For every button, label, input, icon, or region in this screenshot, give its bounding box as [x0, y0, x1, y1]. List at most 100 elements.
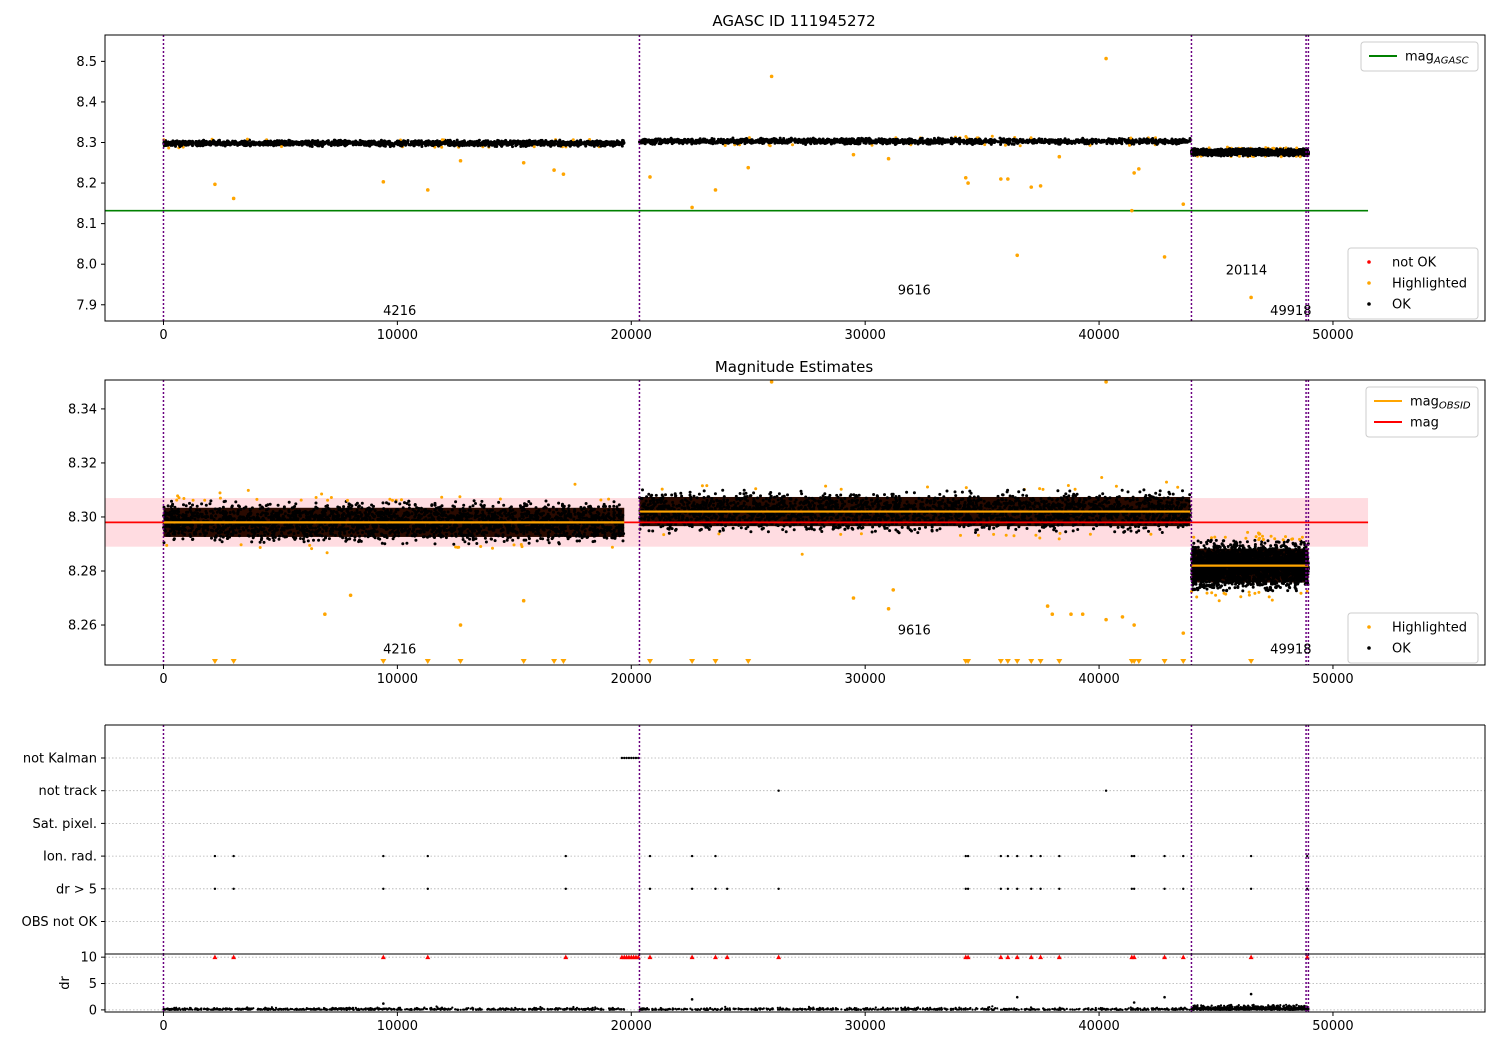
ok-point [297, 143, 301, 147]
ok-point [638, 140, 642, 144]
ok-point [840, 137, 844, 140]
ok-point [171, 140, 175, 144]
ok-point [821, 137, 825, 141]
ok-point [194, 140, 198, 143]
ok-point [1127, 138, 1131, 142]
ok-point [231, 139, 235, 143]
panel-title: AGASC ID 111945272 [712, 12, 875, 30]
ok-point [1161, 140, 1164, 144]
ok-point [938, 138, 942, 142]
ok-point [475, 141, 479, 145]
highlighted-point [990, 134, 994, 138]
ok-point [946, 140, 950, 144]
ok-point [1043, 137, 1047, 141]
ok-point [690, 140, 694, 144]
ok-point [1063, 137, 1067, 141]
ok-point [730, 140, 734, 143]
ok-point [811, 136, 815, 140]
ok-point [922, 141, 926, 145]
ok-point [775, 139, 779, 143]
ok-point [461, 143, 465, 147]
ok-point [487, 144, 491, 148]
ok-point [1083, 142, 1087, 146]
ok-point [1056, 139, 1060, 143]
ok-point [703, 140, 706, 144]
ok-point [558, 140, 562, 144]
ok-point [202, 140, 206, 144]
ok-point [769, 139, 773, 142]
highlighted-point [1128, 143, 1131, 147]
ok-point [1040, 137, 1044, 141]
ok-point [1021, 141, 1025, 145]
highlighted-point [723, 144, 727, 147]
highlighted-point [440, 138, 444, 142]
ok-point [389, 141, 393, 145]
ok-point [1052, 140, 1056, 144]
highlighted-point [767, 143, 771, 147]
ok-point [1089, 139, 1093, 143]
ok-point [502, 140, 506, 144]
ok-point [607, 140, 611, 144]
ok-point [229, 142, 233, 146]
ok-point [182, 142, 186, 146]
ok-point [1109, 139, 1113, 143]
ok-point [335, 141, 339, 145]
ok-point [280, 140, 284, 144]
ok-point [539, 141, 543, 145]
ok-point [578, 140, 582, 144]
ok-point [880, 138, 884, 142]
ok-point [406, 141, 410, 145]
ok-point [325, 140, 329, 144]
ok-point [821, 141, 825, 145]
ok-point [1059, 138, 1063, 141]
ok-point [231, 142, 235, 146]
ok-point [1021, 138, 1025, 142]
ok-point [1179, 138, 1183, 142]
ok-point [907, 140, 911, 144]
ok-point [212, 140, 216, 143]
ok-point [951, 139, 955, 143]
ok-point [208, 140, 211, 144]
ok-point [420, 145, 424, 148]
ok-point [999, 139, 1003, 143]
ok-point [677, 138, 681, 142]
ok-point [513, 141, 517, 145]
ok-point [736, 140, 740, 144]
ok-point [493, 144, 497, 148]
ok-point [790, 138, 794, 142]
ok-point [933, 139, 937, 143]
ok-point [1170, 137, 1174, 141]
highlighted-point [1003, 143, 1007, 147]
ok-point [1170, 140, 1174, 144]
ok-point [401, 142, 405, 146]
ok-point [1093, 139, 1097, 143]
ok-point [650, 139, 654, 143]
ok-point [514, 144, 518, 148]
ok-point [909, 141, 913, 144]
ok-point [949, 142, 953, 146]
ok-point [949, 136, 953, 140]
ok-point [888, 141, 892, 145]
ok-point [292, 142, 296, 146]
highlighted-point [1018, 144, 1022, 148]
ok-point [337, 140, 341, 144]
ok-point [585, 141, 589, 144]
ok-point [862, 141, 866, 145]
ok-point [305, 140, 309, 144]
ok-point [215, 143, 219, 147]
ok-point [848, 140, 851, 144]
ok-point [604, 140, 608, 144]
ok-point [997, 140, 1001, 144]
ok-point [645, 140, 649, 144]
ok-point [416, 141, 420, 145]
ok-point [1188, 139, 1192, 143]
ok-point [1063, 139, 1067, 143]
ok-point [440, 141, 444, 145]
ok-point [615, 139, 619, 143]
ok-point [243, 144, 247, 148]
ok-point [207, 143, 211, 147]
ok-point [1185, 140, 1189, 144]
ok-point [654, 140, 657, 144]
ok-point [912, 139, 916, 143]
